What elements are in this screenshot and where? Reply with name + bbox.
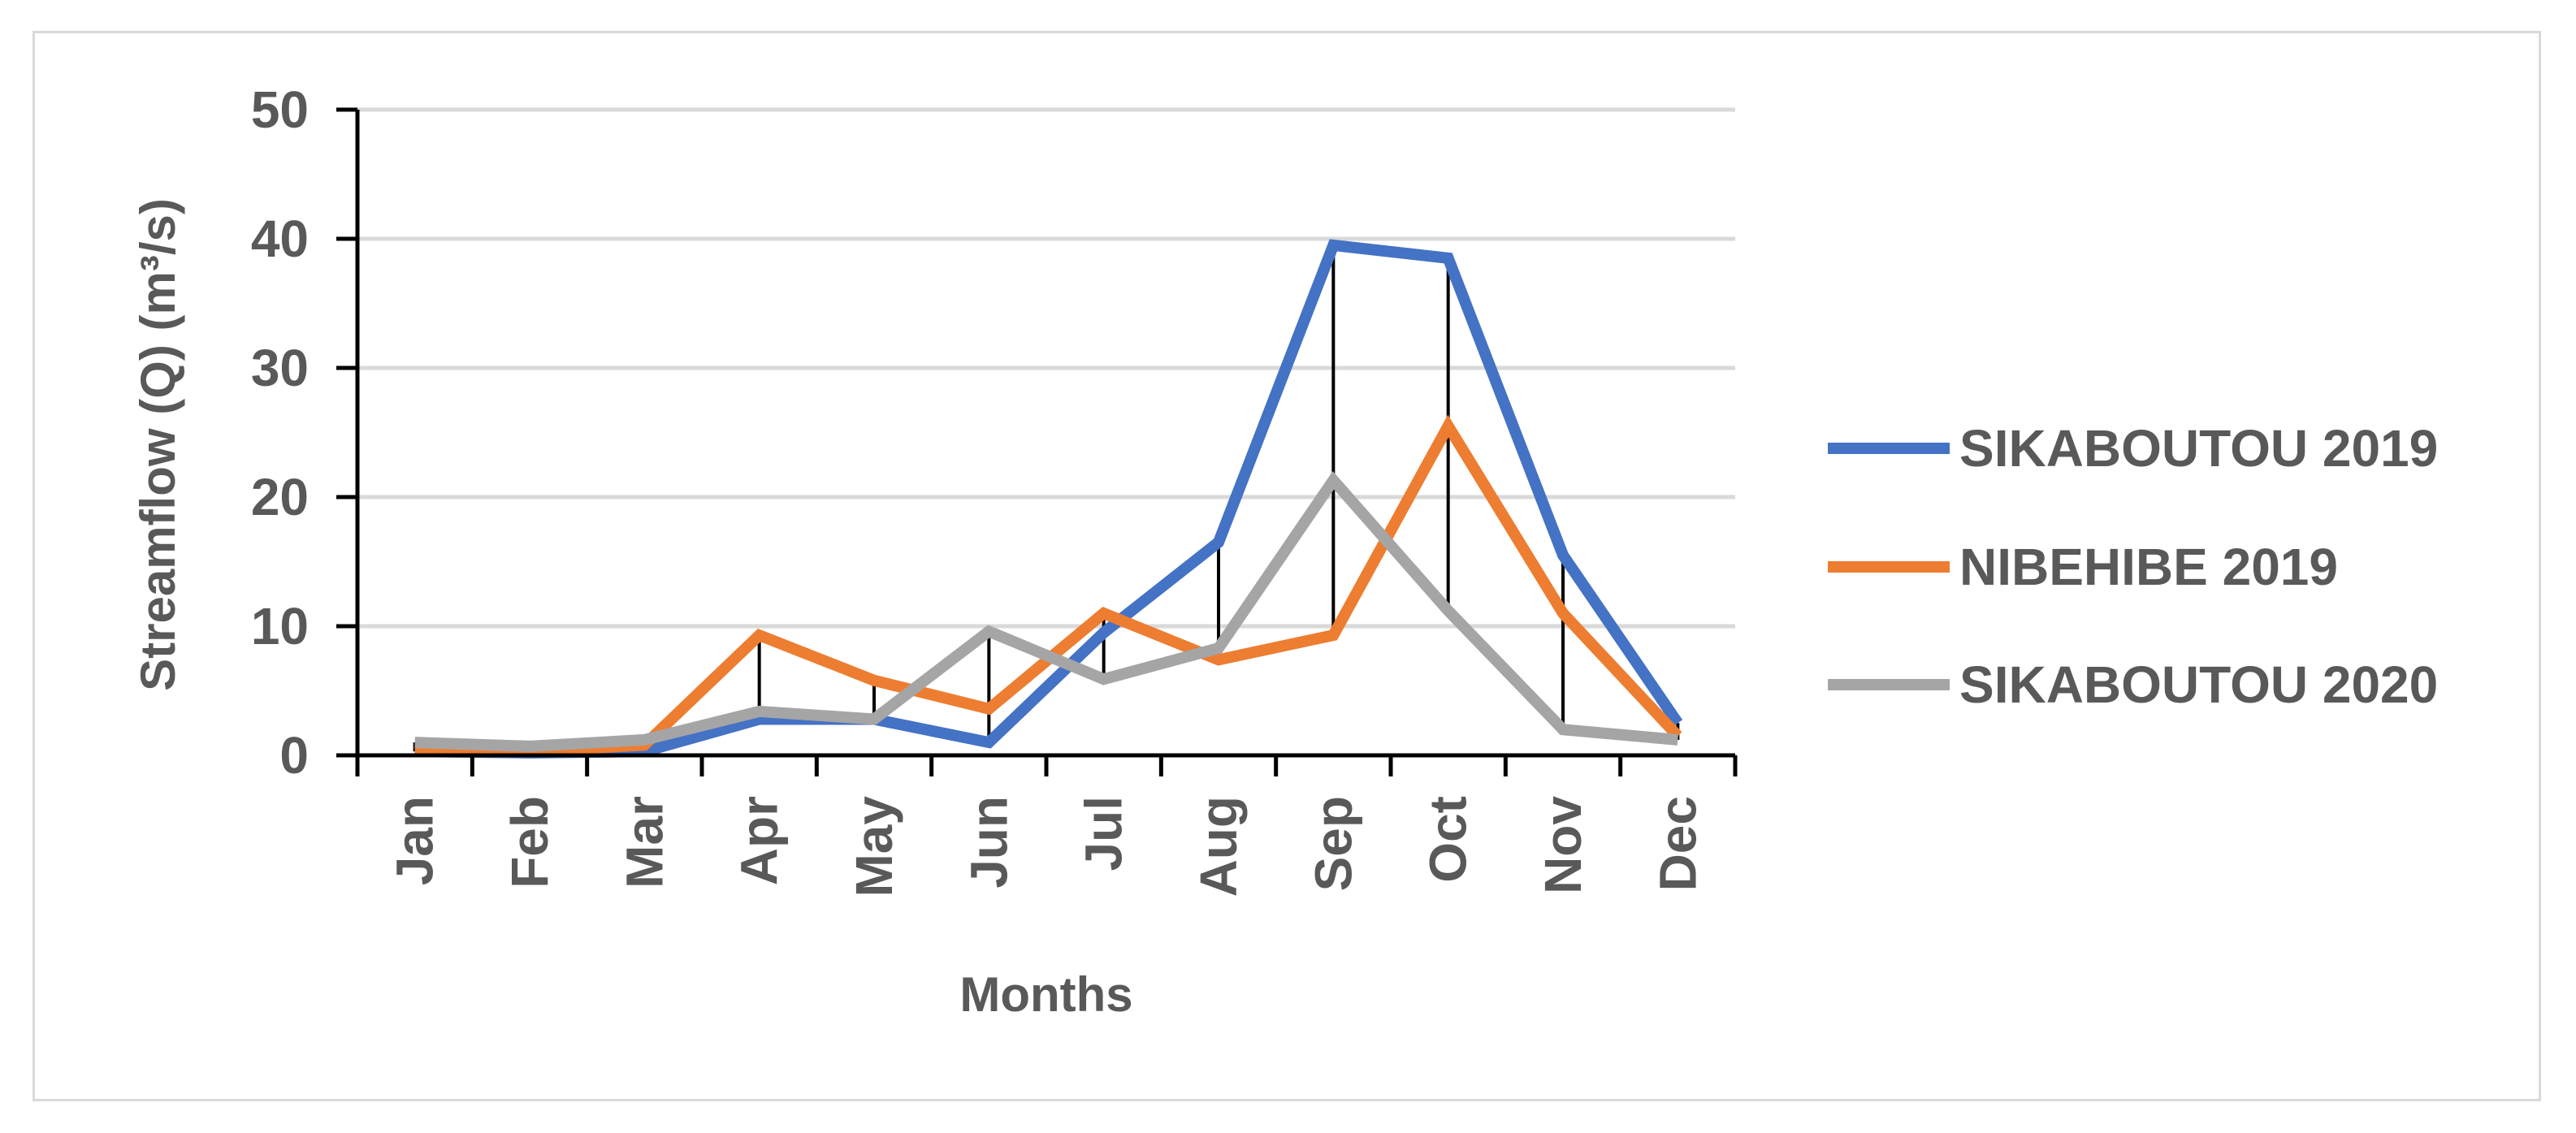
chart-frame — [32, 31, 2541, 1101]
axes — [336, 107, 1738, 776]
y-tick-label-0: 0 — [279, 726, 309, 785]
y-axis-title: Streamflow (Q) (m³/s) — [131, 198, 185, 691]
y-tick-label-10: 10 — [251, 597, 309, 655]
x-tick-label-jun: Jun — [959, 796, 1018, 889]
x-tick-label-oct: Oct — [1419, 796, 1478, 883]
axis-labels: 0 10 20 30 40 50 Jan Feb Mar Apr May Jun Jul Aug Sep Oc… — [131, 80, 1707, 1022]
x-tick-label-dec: Dec — [1648, 796, 1707, 891]
y-tick-label-30: 30 — [251, 339, 309, 397]
y-tick-label-40: 40 — [251, 210, 309, 268]
x-tick-label-apr: Apr — [730, 796, 789, 885]
legend: SIKABOUTOU 2019 NIBEHIBE 2019 SIKABOUTOU 2… — [1828, 419, 2438, 714]
legend-label-sikaboutou-2020: SIKABOUTOU 2020 — [1959, 655, 2438, 714]
x-tick-label-sep: Sep — [1304, 796, 1362, 891]
series-line-sikaboutou-2020 — [414, 470, 1678, 752]
legend-label-nibehibe-2019: NIBEHIBE 2019 — [1959, 538, 2338, 596]
series-lines — [414, 239, 1683, 759]
x-tick-label-may: May — [845, 796, 903, 897]
x-tick-label-mar: Mar — [615, 796, 673, 889]
y-tick-label-20: 20 — [251, 468, 309, 526]
x-tick-label-aug: Aug — [1189, 796, 1248, 897]
gridlines — [357, 107, 1735, 629]
y-tick-label-50: 50 — [251, 80, 309, 139]
x-tick-label-jan: Jan — [386, 796, 444, 885]
x-tick-label-jul: Jul — [1075, 796, 1133, 871]
x-tick-label-feb: Feb — [500, 796, 559, 889]
x-tick-label-nov: Nov — [1534, 796, 1592, 894]
legend-label-sikaboutou-2019: SIKABOUTOU 2019 — [1959, 419, 2438, 478]
series-line-nibehibe-2019 — [414, 414, 1682, 758]
x-axis-title: Months — [959, 967, 1132, 1022]
